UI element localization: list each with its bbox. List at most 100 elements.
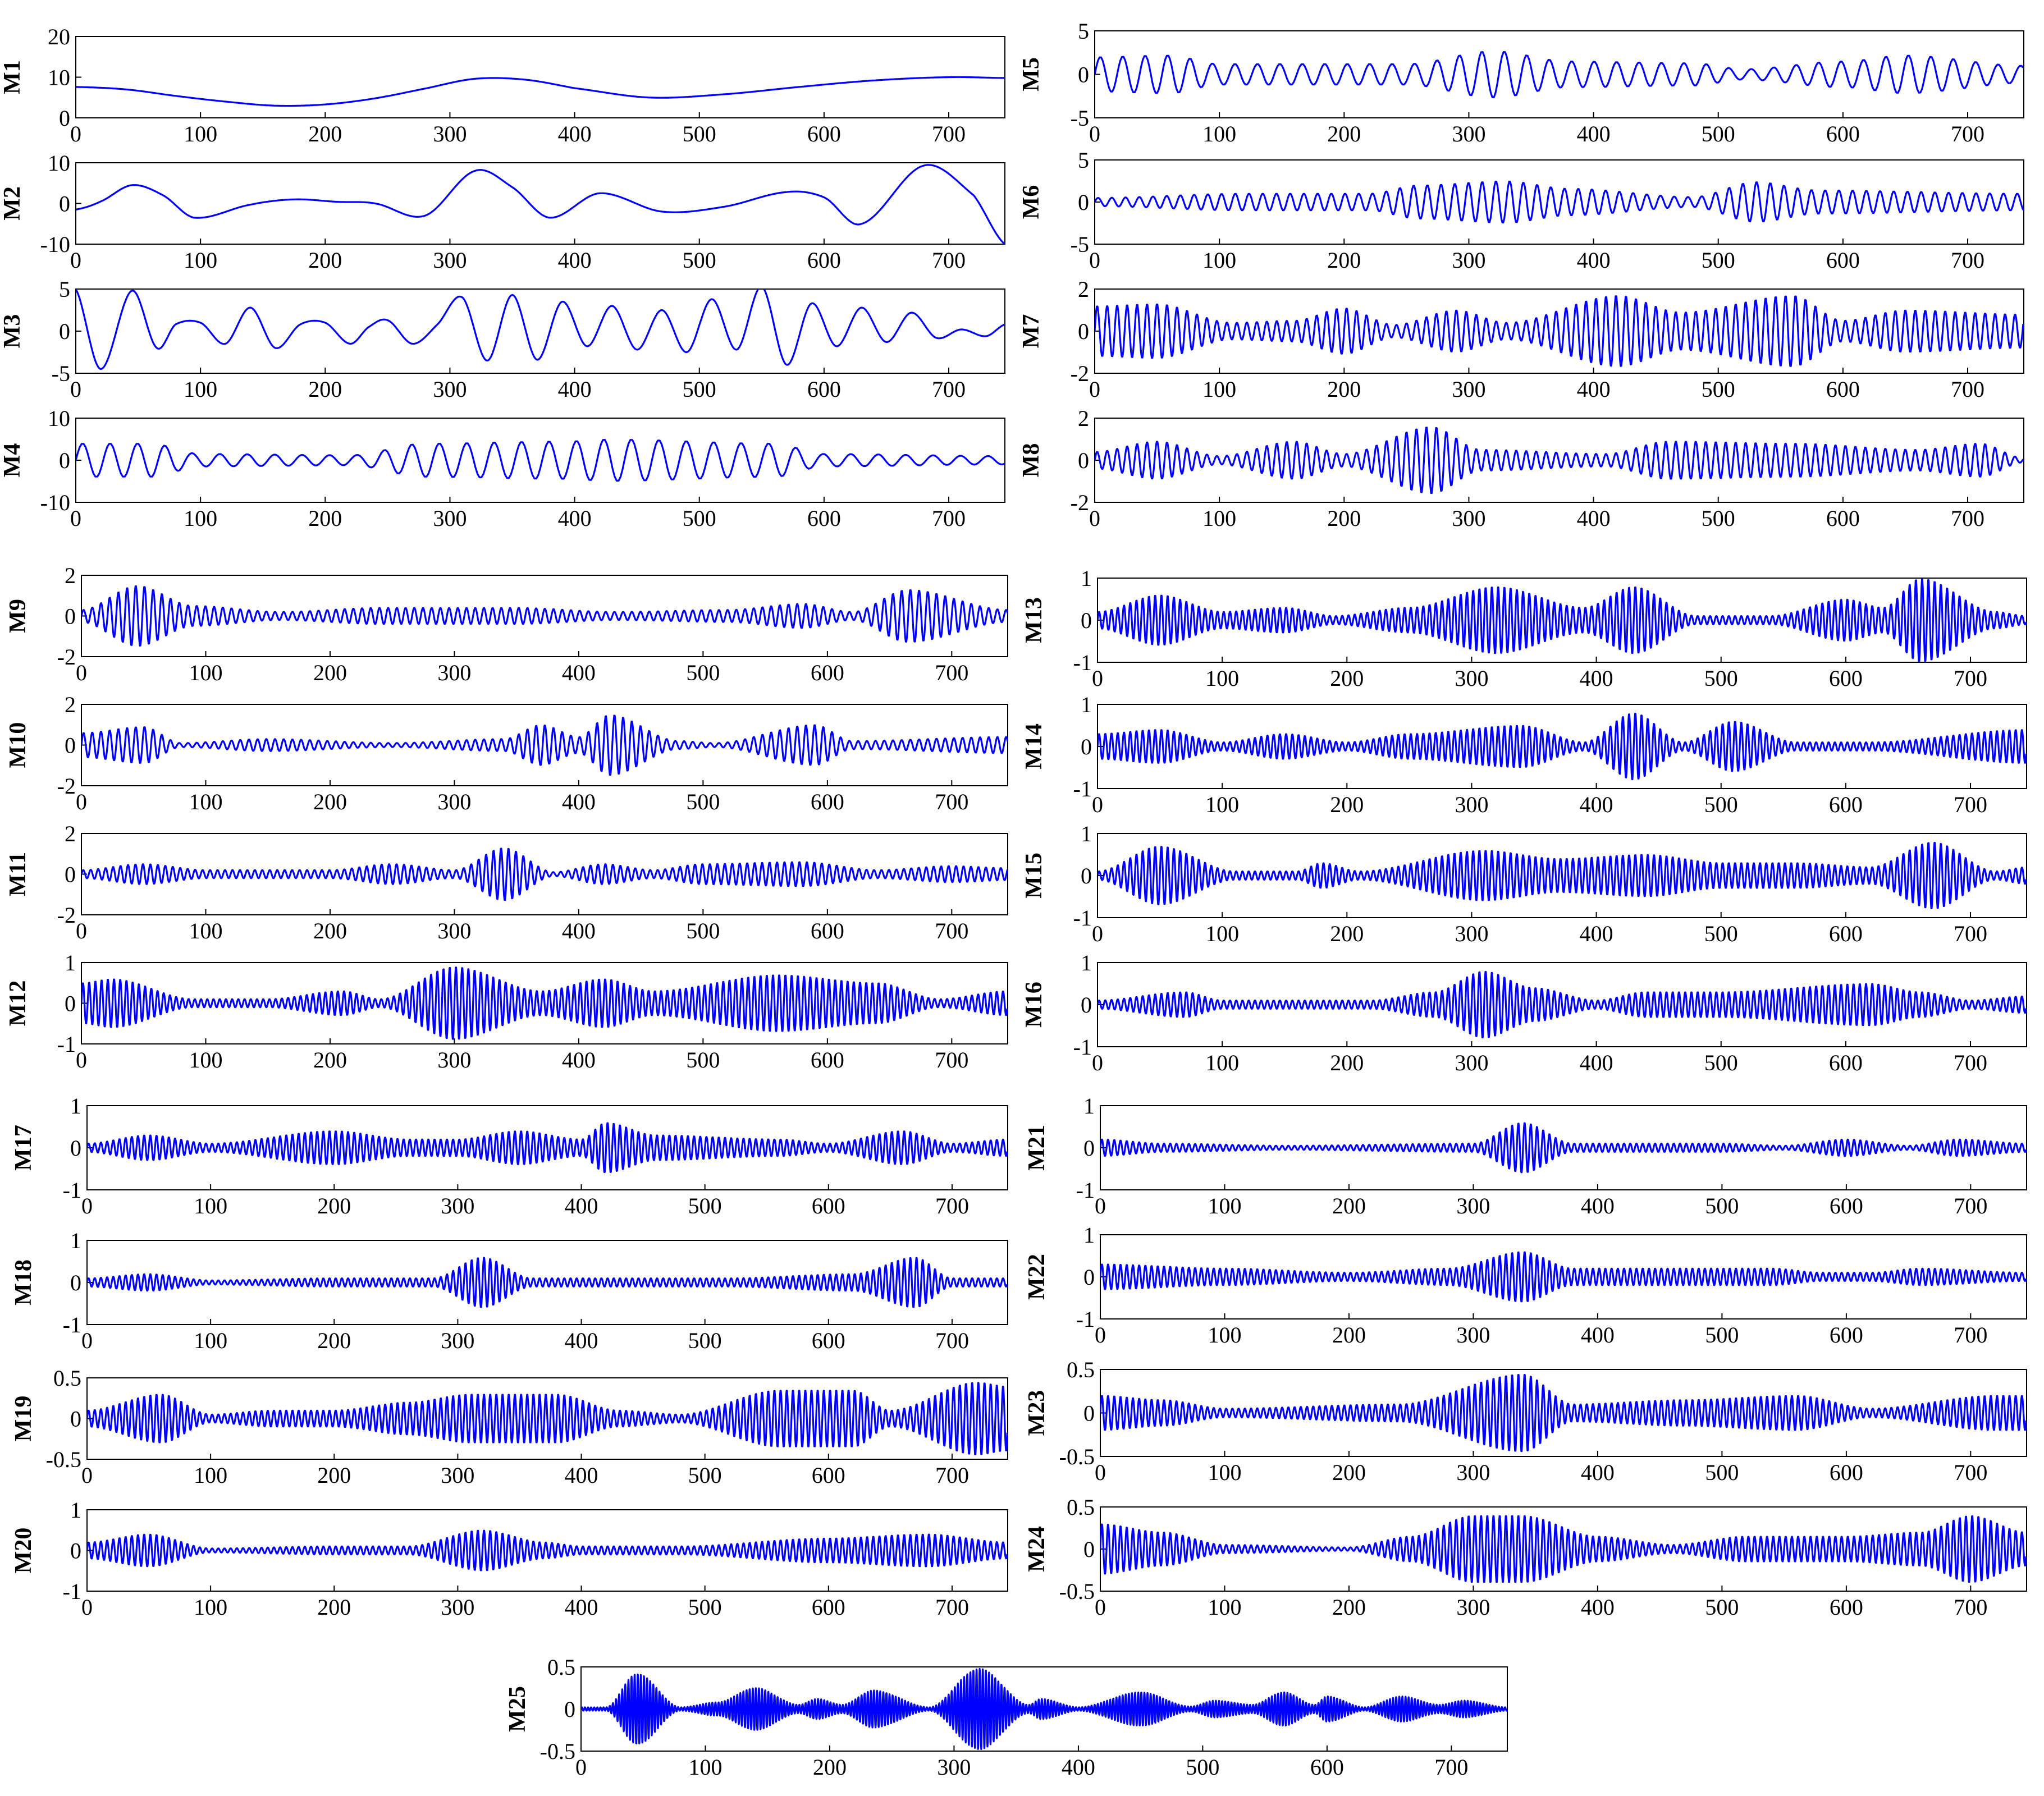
x-tick-label: 300 — [1455, 792, 1488, 817]
panel-label: M19 — [11, 1396, 36, 1442]
signal-line — [87, 1529, 1008, 1572]
x-tick-label: 700 — [935, 918, 968, 943]
y-tick-label: 0 — [1081, 608, 1092, 633]
y-tick-label: 5 — [59, 277, 70, 302]
plot-frame — [75, 288, 1005, 374]
x-tick-label: 0 — [81, 1328, 93, 1353]
x-tick-label: 300 — [437, 789, 471, 814]
signal-line — [1098, 842, 2027, 909]
x-tick-label: 0 — [1095, 1595, 1106, 1620]
x-tick-label: 0 — [1095, 1193, 1106, 1218]
x-tick-label: 400 — [562, 918, 596, 943]
x-tick-label: 100 — [1202, 248, 1236, 273]
plot-frame — [1094, 159, 2024, 245]
x-tick-label: 600 — [807, 377, 841, 402]
x-tick-label: 0 — [1089, 248, 1100, 273]
y-tick-label: 1 — [65, 950, 76, 975]
x-tick-label: 700 — [932, 377, 966, 402]
x-tick-label: 600 — [1829, 1050, 1863, 1075]
x-tick-label: 700 — [1954, 1460, 1987, 1485]
plot-frame — [75, 162, 1005, 245]
y-tick-label: -1 — [1076, 1307, 1095, 1332]
panel-label: M25 — [505, 1686, 531, 1732]
x-tick-label: 500 — [686, 1047, 720, 1073]
signal-line — [81, 585, 1008, 647]
x-tick-label: 200 — [313, 660, 347, 685]
x-tick-label: 200 — [1330, 1050, 1364, 1075]
x-tick-label: 100 — [184, 377, 217, 402]
x-tick-label: 300 — [441, 1595, 474, 1620]
y-tick-label: 0.5 — [53, 1366, 81, 1391]
x-tick-label: 0 — [76, 660, 87, 685]
panel-label: M15 — [1021, 853, 1047, 899]
signal-line — [1100, 1515, 2027, 1583]
x-tick-label: 0 — [70, 506, 81, 531]
x-tick-label: 600 — [1310, 1754, 1344, 1780]
x-tick-label: 400 — [1577, 248, 1611, 273]
panel-label: M20 — [11, 1528, 36, 1574]
x-tick-label: 400 — [1577, 377, 1611, 402]
x-tick-label: 400 — [565, 1595, 598, 1620]
x-tick-label: 500 — [1705, 1193, 1739, 1218]
signal-line — [81, 847, 1008, 901]
x-tick-label: 100 — [189, 660, 222, 685]
y-tick-label: 0.5 — [1067, 1357, 1095, 1382]
x-tick-label: 400 — [1062, 1754, 1095, 1780]
y-tick-label: -0.5 — [1059, 1579, 1095, 1604]
x-tick-label: 600 — [1830, 1193, 1863, 1218]
x-tick-label: 500 — [1704, 666, 1738, 691]
x-tick-label: 300 — [433, 377, 467, 402]
x-tick-label: 300 — [437, 918, 471, 943]
x-tick-label: 300 — [441, 1193, 474, 1218]
x-tick-label: 500 — [686, 918, 720, 943]
x-tick-label: 600 — [1829, 921, 1863, 946]
x-tick-label: 400 — [1580, 792, 1613, 817]
y-tick-label: 0.5 — [1067, 1495, 1095, 1520]
x-tick-label: 400 — [1580, 666, 1613, 691]
x-tick-label: 600 — [1826, 121, 1860, 146]
x-tick-label: 300 — [1452, 121, 1485, 146]
y-tick-label: 0 — [1078, 448, 1089, 473]
y-tick-label: 0 — [1083, 1401, 1095, 1426]
x-tick-label: 100 — [1208, 1322, 1241, 1348]
y-tick-label: -1 — [57, 1032, 76, 1057]
x-tick-label: 200 — [1332, 1322, 1366, 1348]
x-tick-label: 600 — [1826, 248, 1860, 273]
x-tick-label: 500 — [683, 248, 716, 273]
x-tick-label: 700 — [1954, 1595, 1987, 1620]
x-tick-label: 300 — [1455, 666, 1488, 691]
x-tick-label: 400 — [562, 1047, 596, 1073]
x-tick-label: 200 — [317, 1595, 351, 1620]
y-tick-label: 1 — [70, 1228, 81, 1253]
x-tick-label: 200 — [308, 248, 342, 273]
x-tick-label: 600 — [1826, 506, 1860, 531]
x-tick-label: 300 — [1452, 377, 1485, 402]
y-tick-label: 5 — [1078, 148, 1089, 173]
y-tick-label: -2 — [57, 773, 76, 799]
x-tick-label: 400 — [1581, 1460, 1615, 1485]
y-tick-label: 1 — [70, 1497, 81, 1523]
panel-label: M11 — [5, 852, 31, 896]
panel-label: M4 — [0, 443, 25, 478]
x-tick-label: 0 — [1092, 1050, 1103, 1075]
signal-line — [87, 1122, 1008, 1174]
x-tick-label: 100 — [688, 1754, 722, 1780]
x-tick-label: 500 — [1704, 792, 1738, 817]
x-tick-label: 200 — [317, 1193, 351, 1218]
x-tick-label: 0 — [1092, 666, 1103, 691]
x-tick-label: 0 — [76, 1047, 87, 1073]
x-tick-label: 0 — [70, 121, 81, 146]
panel-label: M17 — [11, 1125, 36, 1171]
x-tick-label: 700 — [935, 1193, 969, 1218]
y-tick-label: 0 — [1081, 992, 1092, 1018]
x-tick-label: 600 — [812, 1595, 845, 1620]
y-tick-label: -10 — [40, 232, 70, 257]
y-tick-label: -1 — [63, 1178, 81, 1203]
